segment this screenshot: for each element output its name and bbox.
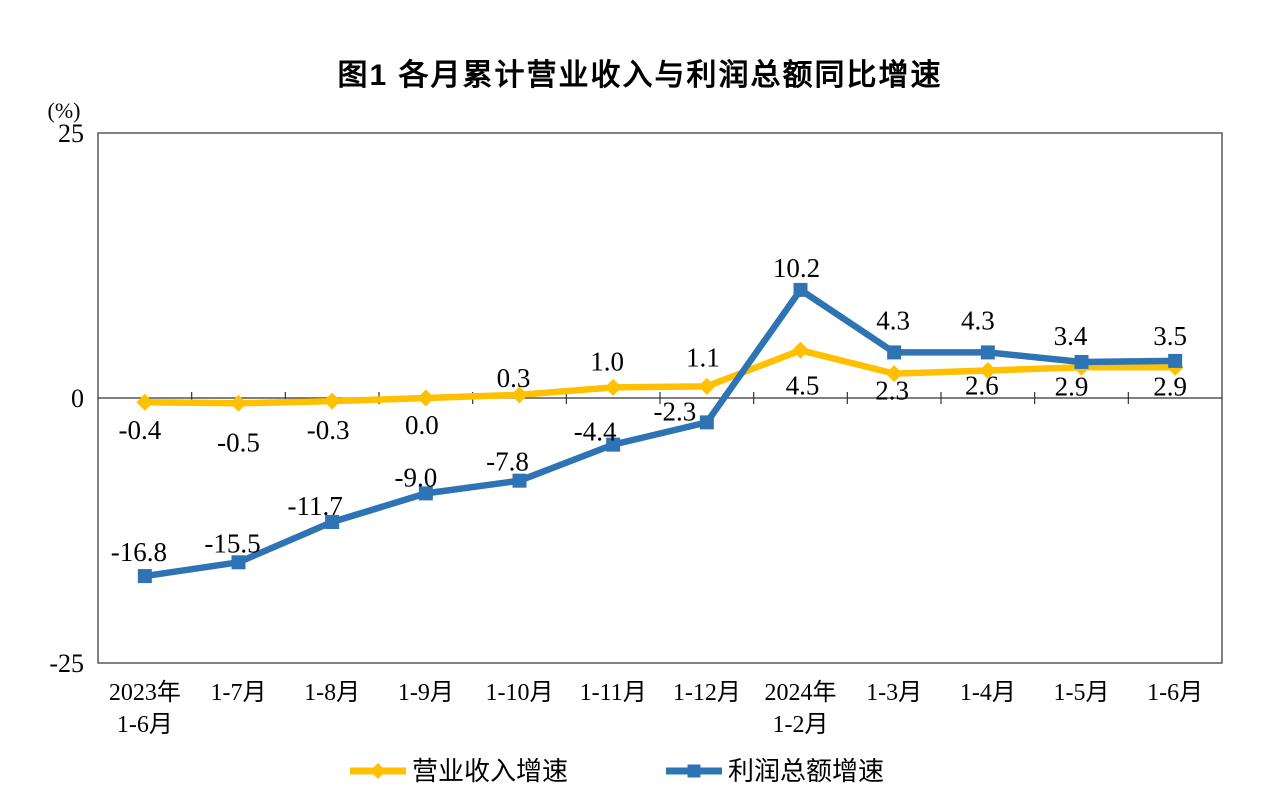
x-axis-label: 1-10月	[486, 680, 554, 706]
series-marker-diamond	[698, 377, 716, 395]
x-axis-label: 1-6月	[1147, 680, 1203, 706]
x-axis-label: 2024年 1-2月	[765, 679, 837, 738]
data-label: 0.3	[497, 363, 531, 393]
series-marker-square	[137, 569, 152, 584]
series-marker-square	[606, 437, 621, 452]
data-label: -16.8	[111, 537, 167, 567]
data-label: -7.8	[486, 447, 529, 477]
series-marker-diamond	[136, 393, 154, 411]
series-marker-diamond	[885, 365, 903, 383]
series-marker-square	[887, 345, 902, 360]
y-axis-tick-label: 0	[71, 384, 84, 413]
data-label: 1.0	[590, 346, 624, 376]
data-label: 4.3	[876, 305, 910, 335]
series-marker-diamond	[604, 378, 622, 396]
series-marker-diamond	[792, 341, 809, 359]
data-label: -0.5	[217, 427, 260, 457]
x-axis-label: 2023年 1-6月	[109, 679, 181, 738]
data-label: 10.2	[773, 253, 820, 283]
series-marker-diamond	[230, 394, 247, 412]
x-axis-label: 1-11月	[580, 680, 647, 706]
data-label: 3.4	[1054, 321, 1088, 351]
x-axis-label: 1-9月	[398, 680, 454, 706]
data-label: -0.3	[307, 415, 350, 445]
x-axis-label: 1-3月	[866, 680, 922, 706]
y-axis-unit-label: (%)	[47, 98, 81, 123]
series-marker-square	[699, 415, 714, 430]
data-label: 2.3	[875, 376, 909, 406]
series-marker-diamond	[979, 361, 997, 379]
series-marker-diamond	[511, 386, 528, 404]
y-axis-tick-label: -25	[49, 649, 84, 678]
data-label: 2.6	[965, 370, 999, 400]
chart-title: 图1 各月累计营业收入与利润总额同比增速	[337, 59, 943, 92]
series-marker-diamond	[323, 392, 341, 410]
data-label: 2.9	[1055, 371, 1089, 401]
series-marker-square	[325, 515, 340, 530]
legend-label: 营业收入增速	[412, 757, 568, 786]
data-label: 3.5	[1153, 321, 1187, 351]
series-marker-square	[793, 282, 808, 297]
x-axis-label: 1-4月	[960, 680, 1016, 706]
data-label: 0.0	[405, 410, 439, 440]
series-marker-square	[512, 473, 527, 488]
x-axis-label: 1-7月	[211, 680, 267, 706]
legend-marker-diamond	[370, 763, 386, 779]
data-label: 4.3	[961, 305, 995, 335]
series-marker-square	[980, 345, 995, 360]
data-label: -4.4	[574, 417, 617, 447]
data-label: 2.9	[1153, 371, 1187, 401]
legend-label: 利润总额增速	[728, 757, 884, 786]
series-marker-diamond	[417, 389, 435, 407]
x-axis-label: 1-12月	[673, 680, 741, 706]
x-axis-label: 1-5月	[1054, 680, 1110, 706]
data-label: -0.4	[118, 415, 161, 445]
y-axis-tick-label: 25	[58, 119, 84, 148]
series-line-profit	[141, 286, 1179, 580]
series-line-revenue	[141, 347, 1179, 407]
data-label: -9.0	[394, 462, 437, 492]
legend-marker-square	[687, 764, 701, 778]
x-axis-label: 1-8月	[304, 680, 360, 706]
series-marker-square	[231, 555, 246, 570]
series-marker-square	[418, 486, 433, 501]
data-label: -2.3	[653, 396, 696, 426]
data-label: 1.1	[686, 342, 720, 372]
data-label: -15.5	[204, 528, 260, 558]
series-marker-square	[1168, 353, 1183, 368]
series-marker-square	[1074, 354, 1089, 369]
data-label: 4.5	[786, 370, 820, 400]
data-label: -11.7	[288, 491, 343, 521]
